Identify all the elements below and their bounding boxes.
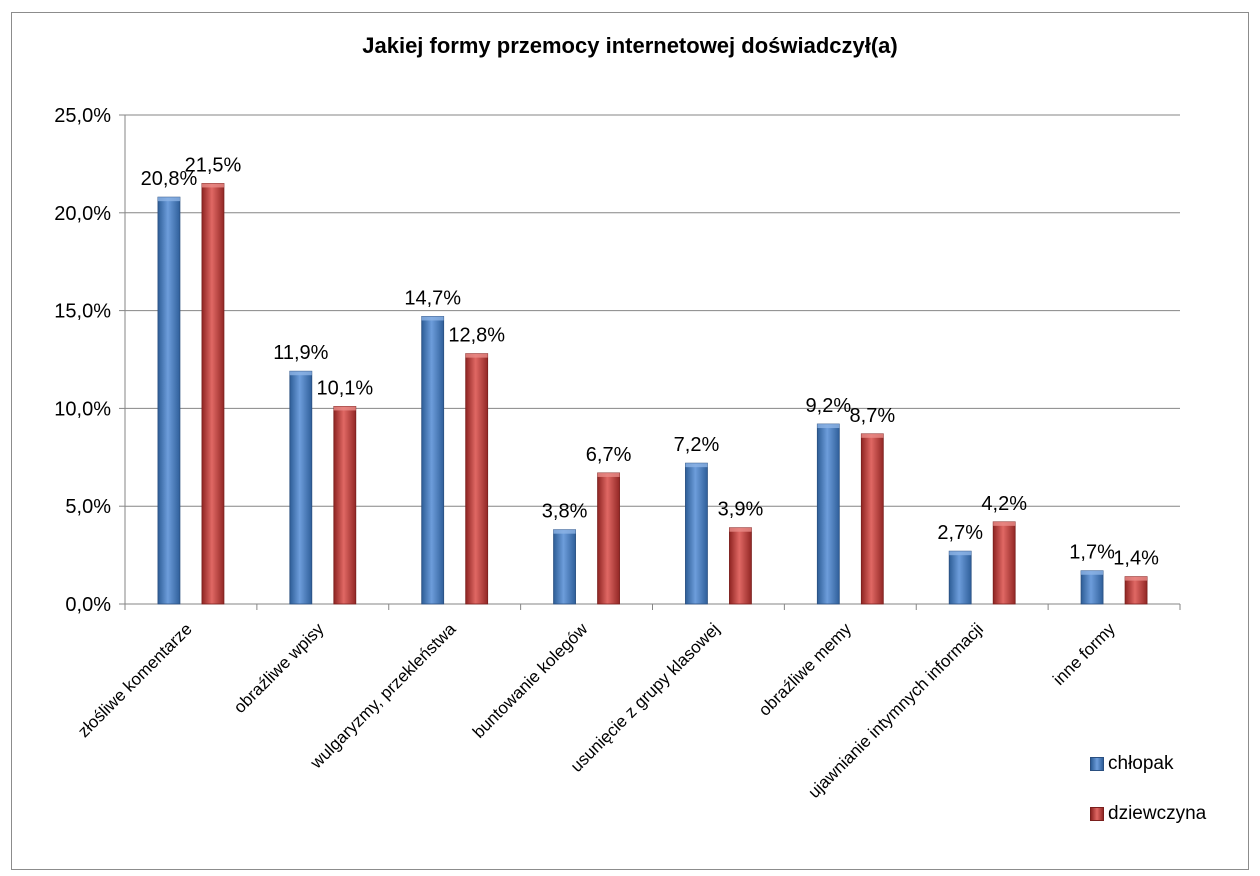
data-label: 11,9% [273,342,328,364]
bar-top-highlight [949,551,972,556]
bar-top-highlight [553,529,576,534]
bar-top-highlight [1081,570,1104,575]
y-tick-label: 0,0% [65,594,111,616]
bar-chlopak [157,196,181,605]
bar-top-highlight [289,371,312,376]
y-tick-label: 15,0% [54,301,111,323]
data-label: 12,8% [448,325,505,347]
bar-chlopak [1080,570,1104,605]
data-label: 7,2% [674,434,720,456]
bar-dziewczyna [992,521,1016,605]
data-label: 8,7% [850,405,896,427]
bar-top-highlight [685,463,708,468]
bar-dziewczyna [597,472,620,605]
x-tick-label: obraźliwe memy [755,619,856,720]
bar-top-highlight [157,197,180,202]
data-label: 1,7% [1069,542,1115,564]
bar-dziewczyna [1124,576,1148,605]
y-tick-label: 10,0% [54,398,111,420]
y-tick-label: 20,0% [54,203,111,225]
bar-top-highlight [465,353,488,358]
bar-chlopak [948,550,972,605]
bar-chlopak [685,462,708,605]
x-tick-label: obraźliwe wpisy [230,619,328,717]
bar-chlopak [816,423,840,605]
y-tick-label: 5,0% [65,496,111,518]
bar-top-highlight [333,406,356,411]
data-label: 10,1% [316,377,373,399]
bar-top-highlight [993,521,1016,526]
bar-top-highlight [861,433,884,438]
x-tick-label: złośliwe komentarze [74,619,196,741]
bar-dziewczyna [201,183,225,605]
legend-item-chlopak: chłopak [1090,753,1174,775]
x-tick-label: buntowanie kolegów [469,619,592,742]
bar-top-highlight [597,472,620,477]
bar-chlopak [289,370,313,605]
data-label: 9,2% [806,395,852,417]
data-label: 4,2% [981,493,1027,515]
y-tick-label: 25,0% [54,105,111,127]
data-label: 3,8% [542,501,588,523]
x-tick-label: inne formy [1049,619,1119,689]
bar-dziewczyna [860,433,884,605]
data-label: 20,8% [141,168,198,190]
bar-dziewczyna [465,353,489,605]
legend-label-dziewczyna: dziewczyna [1108,803,1207,824]
bar-chlopak [553,529,576,605]
legend-swatch-dziewczyna [1090,807,1104,821]
bar-top-highlight [201,183,224,188]
legend-label-chlopak: chłopak [1108,753,1174,774]
bar-top-highlight [729,527,752,532]
x-tick-label: wulgaryzmy, przekleństwa [306,619,460,773]
bar-chlopak [421,316,445,605]
data-label: 6,7% [586,444,632,466]
data-label: 21,5% [185,154,242,176]
bar-top-highlight [817,424,840,429]
bar-dziewczyna [333,406,357,605]
bar-top-highlight [421,316,444,321]
x-tick-label: usunięcie z grupy klasowej [567,619,723,775]
data-label: 2,7% [937,522,983,544]
chart-title: Jakiej formy przemocy internetowej doświ… [362,33,898,58]
data-label: 1,4% [1113,548,1159,570]
legend-swatch-chlopak [1090,757,1104,771]
data-label: 14,7% [404,287,461,309]
legend-item-dziewczyna: dziewczyna [1090,803,1206,825]
bar-top-highlight [1125,576,1148,581]
data-label: 3,9% [718,499,764,521]
bar-dziewczyna [729,527,752,605]
